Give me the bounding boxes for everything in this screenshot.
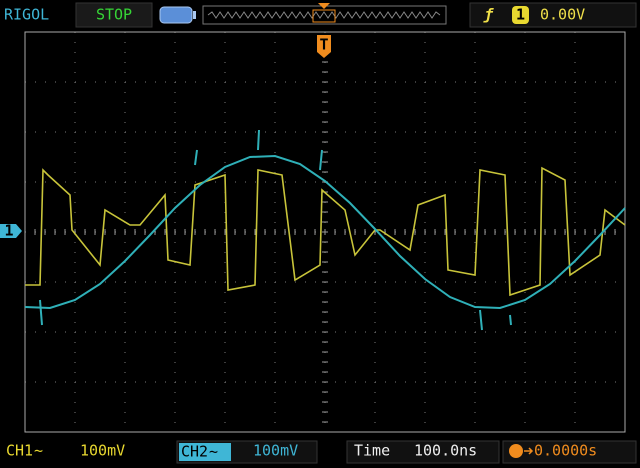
ch2-scale[interactable]: 100mV xyxy=(253,442,298,460)
trigger-box xyxy=(469,2,637,28)
ch2-spikes xyxy=(39,129,512,331)
trigger-offset-box xyxy=(502,440,637,464)
edge-icon: ƒ xyxy=(483,6,494,24)
channel-marker-label: 1 xyxy=(4,222,13,240)
battery-icon xyxy=(159,6,193,24)
memory-window xyxy=(312,9,336,23)
graticule-border xyxy=(24,31,626,433)
run-status[interactable]: STOP xyxy=(96,6,132,24)
graticule xyxy=(24,31,626,433)
memory-wave xyxy=(207,11,441,19)
trigger-position-marker xyxy=(317,35,331,58)
trigger-level: 0.00V xyxy=(540,6,585,24)
battery-tip xyxy=(193,11,196,19)
trigger-source: 1 xyxy=(516,6,525,24)
trigger-source-box xyxy=(512,6,529,24)
ch1-label: CH1 xyxy=(6,442,33,460)
channel-marker xyxy=(0,224,22,238)
ch2-trace xyxy=(24,154,626,310)
brand: RIGOL xyxy=(4,6,49,24)
ch1-scale[interactable]: 100mV xyxy=(80,442,125,460)
status-box xyxy=(75,2,153,28)
trigger-position-label: T xyxy=(319,36,328,54)
ch1-trace xyxy=(25,166,626,297)
ch2-coupling: ~ xyxy=(209,443,218,461)
ch2-label-box xyxy=(179,443,231,461)
ch2-label: CH2 xyxy=(181,443,208,461)
time-scale[interactable]: 100.0ns xyxy=(414,442,477,460)
ch1-coupling: ~ xyxy=(34,442,43,460)
trigger-offset-arrow xyxy=(524,447,534,455)
memory-trigger-pointer xyxy=(318,3,330,9)
trigger-offset[interactable]: 0.0000s xyxy=(534,442,597,460)
time-label: Time xyxy=(354,442,390,460)
trigger-offset-icon xyxy=(509,444,523,458)
time-box xyxy=(346,440,500,464)
